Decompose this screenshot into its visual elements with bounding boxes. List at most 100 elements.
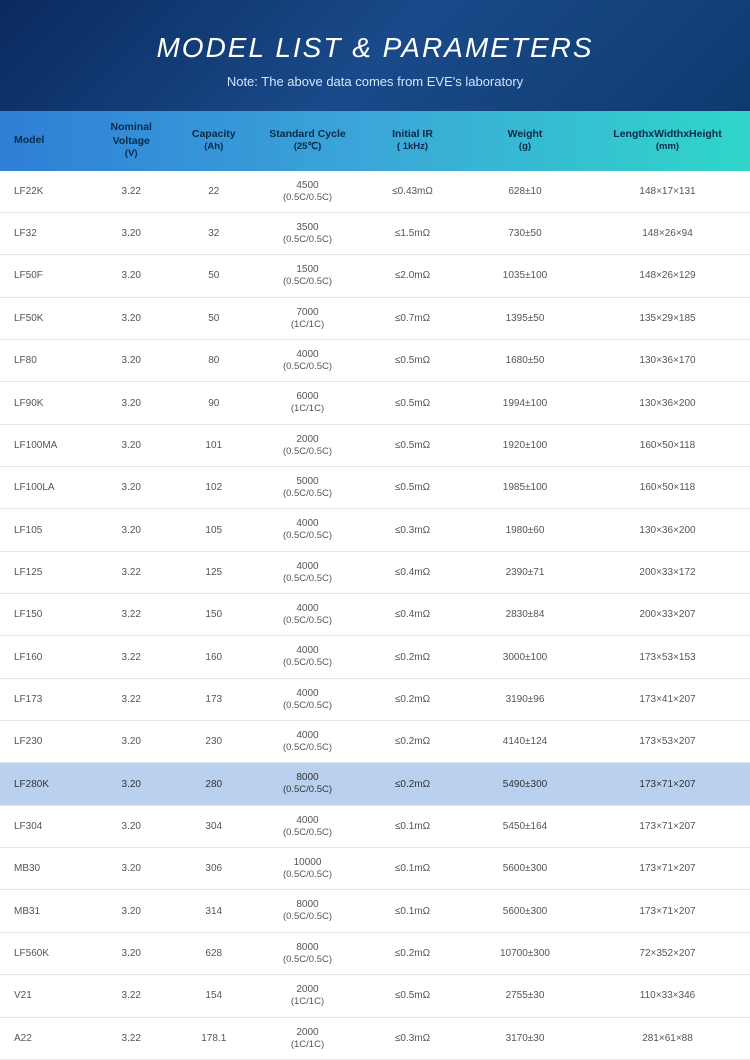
cell-value: MB31	[14, 906, 40, 917]
cell-value: 314	[205, 906, 222, 917]
cell-capacity: 101	[173, 424, 256, 466]
cell-cycle: 10000(0.5C/0.5C)	[255, 848, 360, 890]
table-row: LF90K3.20906000(1C/1C)≤0.5mΩ1994±100130×…	[0, 382, 750, 424]
cell-value: 628±10	[508, 186, 541, 197]
cell-value: 628	[205, 948, 222, 959]
col-header-sub: (25℃)	[259, 141, 356, 153]
cell-value: 1985±100	[503, 482, 547, 493]
col-header-label: Model	[14, 134, 44, 146]
cell-dim: 130×36×200	[585, 509, 750, 551]
cell-value: 3000±100	[503, 652, 547, 663]
cell-cycle: 1500(0.5C/0.5C)	[255, 255, 360, 297]
table-row: LF50F3.20501500(0.5C/0.5C)≤2.0mΩ1035±100…	[0, 255, 750, 297]
table-head: ModelNominal Voltage(V)Capacity(Ah)Stand…	[0, 111, 750, 171]
cell-dim: 173×71×207	[585, 848, 750, 890]
col-header-label: Standard Cycle	[269, 128, 345, 140]
col-header: Standard Cycle(25℃)	[255, 111, 360, 171]
cell-value: 160×50×118	[640, 482, 695, 493]
cell-value: 5450±164	[503, 821, 547, 832]
cell-sub: (0.5C/0.5C)	[259, 573, 356, 585]
cell-voltage: 3.20	[90, 509, 173, 551]
col-header: Model	[0, 111, 90, 171]
cell-value: 3500	[296, 222, 318, 233]
col-header-label: Initial IR	[392, 128, 433, 140]
cell-value: ≤0.7mΩ	[395, 313, 430, 324]
cell-voltage: 3.22	[90, 1017, 173, 1059]
cell-value: LF50F	[14, 270, 43, 281]
cell-sub: (0.5C/0.5C)	[259, 742, 356, 754]
cell-value: 1500	[296, 264, 318, 275]
cell-dim: 160×50×118	[585, 467, 750, 509]
cell-sub: (0.5C/0.5C)	[259, 488, 356, 500]
cell-model: LF125	[0, 551, 90, 593]
cell-ir: ≤0.2mΩ	[360, 678, 465, 720]
col-header: Capacity(Ah)	[173, 111, 256, 171]
cell-value: 230	[205, 736, 222, 747]
cell-value: 72×352×207	[639, 948, 695, 959]
cell-value: 4000	[296, 349, 318, 360]
cell-voltage: 3.20	[90, 212, 173, 254]
cell-weight: 3000±100	[465, 636, 585, 678]
cell-cycle: 4000(0.5C/0.5C)	[255, 721, 360, 763]
cell-voltage: 3.22	[90, 551, 173, 593]
cell-value: 4000	[296, 518, 318, 529]
cell-value: 2755±30	[506, 990, 545, 1001]
cell-sub: (1C/1C)	[259, 403, 356, 415]
col-header: Nominal Voltage(V)	[90, 111, 173, 171]
cell-voltage: 3.20	[90, 932, 173, 974]
table-row: MB313.203148000(0.5C/0.5C)≤0.1mΩ5600±300…	[0, 890, 750, 932]
cell-sub: (0.5C/0.5C)	[259, 869, 356, 881]
cell-value: LF150	[14, 609, 42, 620]
cell-value: 4000	[296, 603, 318, 614]
cell-dim: 135×29×185	[585, 297, 750, 339]
cell-dim: 130×36×200	[585, 382, 750, 424]
cell-sub: (0.5C/0.5C)	[259, 234, 356, 246]
cell-value: 10000	[294, 857, 322, 868]
cell-value: MB30	[14, 863, 40, 874]
cell-voltage: 3.20	[90, 890, 173, 932]
cell-value: 200×33×172	[639, 567, 695, 578]
cell-value: 4500	[296, 180, 318, 191]
cell-voltage: 3.22	[90, 636, 173, 678]
cell-value: 160	[205, 652, 222, 663]
cell-sub: (0.5C/0.5C)	[259, 446, 356, 458]
cell-value: ≤0.43mΩ	[392, 186, 433, 197]
cell-cycle: 4000(0.5C/0.5C)	[255, 636, 360, 678]
cell-value: LF173	[14, 694, 42, 705]
cell-value: 3.20	[122, 948, 141, 959]
cell-dim: 173×71×207	[585, 805, 750, 847]
cell-value: 4000	[296, 561, 318, 572]
cell-value: 3.20	[122, 863, 141, 874]
cell-value: 2000	[296, 984, 318, 995]
cell-model: LF100MA	[0, 424, 90, 466]
cell-ir: ≤0.43mΩ	[360, 171, 465, 213]
cell-ir: ≤2.0mΩ	[360, 255, 465, 297]
cell-weight: 5600±300	[465, 890, 585, 932]
cell-sub: (0.5C/0.5C)	[259, 911, 356, 923]
cell-dim: 281×61×88	[585, 1017, 750, 1059]
cell-capacity: 80	[173, 340, 256, 382]
cell-model: LF50K	[0, 297, 90, 339]
cell-cycle: 8000(0.5C/0.5C)	[255, 763, 360, 805]
cell-voltage: 3.20	[90, 763, 173, 805]
cell-sub: (1C/1C)	[259, 319, 356, 331]
cell-value: 8000	[296, 772, 318, 783]
cell-value: 6000	[296, 391, 318, 402]
cell-value: 4140±124	[503, 736, 547, 747]
cell-ir: ≤0.4mΩ	[360, 551, 465, 593]
cell-value: ≤0.5mΩ	[395, 482, 430, 493]
cell-value: 105	[205, 525, 222, 536]
cell-value: 130×36×200	[639, 398, 695, 409]
cell-weight: 1980±60	[465, 509, 585, 551]
col-header-label: Weight	[508, 128, 543, 140]
cell-value: 1980±60	[506, 525, 545, 536]
cell-sub: (0.5C/0.5C)	[259, 954, 356, 966]
cell-value: ≤0.5mΩ	[395, 990, 430, 1001]
col-header-label: Nominal Voltage	[111, 121, 152, 147]
cell-value: ≤0.5mΩ	[395, 355, 430, 366]
cell-value: 150	[205, 609, 222, 620]
cell-cycle: 2000(0.5C/0.5C)	[255, 424, 360, 466]
cell-value: ≤0.3mΩ	[395, 1033, 430, 1044]
cell-value: 50	[208, 313, 219, 324]
cell-value: 1994±100	[503, 398, 547, 409]
